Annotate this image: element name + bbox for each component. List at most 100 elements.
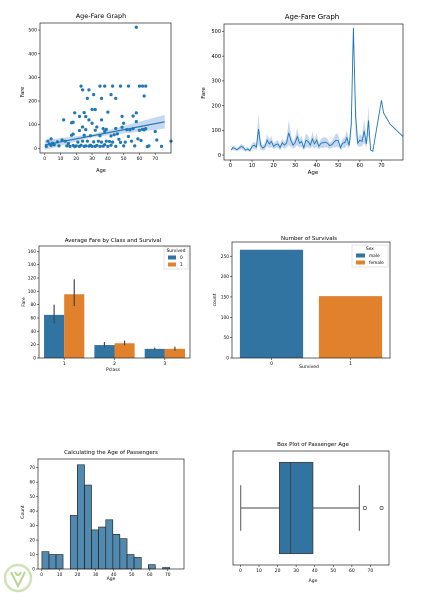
chart-2-plot: 0 10 20 30 40 50 60 70 0 100 200 300 400 500 (211, 23, 404, 169)
chart-1-point (153, 129, 157, 134)
chart-1-point (107, 139, 112, 144)
chart-1-point (82, 110, 86, 115)
chart-1-xtick-label: 10 (58, 156, 64, 162)
chart-1-point (142, 94, 146, 98)
chart-5-hist-bar (126, 554, 135, 570)
chart-1-point (65, 144, 69, 148)
chart-1-point (114, 144, 118, 148)
chart-4-legend-swatch-male (356, 253, 365, 258)
chart-1-xtick-label: 60 (137, 156, 143, 162)
chart-1-xtick-label: 50 (121, 156, 127, 162)
chart-4-ytick-label: 150 (221, 294, 229, 300)
chart-1-point (104, 139, 108, 143)
chart-2-title: Age-Fare Graph (285, 13, 339, 21)
chart-5-ytick-label: 50 (30, 494, 36, 500)
chart-1-point (118, 84, 123, 88)
chart-3-ytick-label: 120 (28, 276, 36, 282)
chart-4-number-of-survivals: Number of Survivals Survived count (212, 236, 337, 370)
chart-5-hist-bar (84, 484, 92, 570)
chart-5-xtick-label: 10 (57, 572, 63, 578)
chart-1-point (103, 84, 107, 88)
chart-1-point (134, 25, 138, 29)
chart-1-xtick-label: 20 (73, 156, 79, 162)
chart-3-ytick-label: 80 (31, 302, 37, 308)
chart-1-point (106, 144, 110, 148)
chart-4-ytick-label: 0 (226, 356, 229, 362)
chart-2-xtick-label: 20 (270, 163, 276, 169)
chart-3-bar-1-3 (164, 348, 185, 358)
chart-5-xtick-label: 30 (93, 572, 99, 578)
chart-5-xtick-label: 50 (129, 572, 135, 578)
chart-1-ylabel: Fare (20, 87, 26, 98)
chart-1-point (111, 84, 115, 88)
chart-1-point (49, 143, 53, 148)
chart-4-xtick-label: 0 (270, 361, 273, 367)
chart-2-xtick-label: 10 (249, 163, 255, 169)
chart-3-ytick-label: 140 (28, 262, 36, 268)
chart-1-point (60, 138, 64, 142)
chart-2-ytick-label: 0 (218, 153, 221, 159)
chart-3-plot: 1 2 3 0 20 40 60 80 100 120 140 160 (28, 245, 191, 367)
chart-5-hist-bar (69, 515, 78, 570)
chart-5-plot: 0 10 20 30 40 50 60 70 0 10 20 30 40 50 60 70 (30, 458, 185, 578)
chart-6-xtick-label: 40 (312, 568, 318, 574)
chart-6-xtick-label: 60 (349, 568, 355, 574)
chart-1-point (76, 140, 80, 144)
chart-2-ytick-label: 500 (211, 29, 221, 35)
chart-1-point (95, 125, 99, 129)
chart-1-point (79, 84, 83, 88)
chart-1-point (122, 144, 126, 148)
chart-1-point (115, 132, 119, 136)
chart-1-point (99, 96, 104, 100)
chart-5-age-histogram: Calculating the Age of Passengers Age Co… (20, 450, 158, 582)
chart-1-point (57, 144, 61, 148)
logo-leaf-mark (10, 571, 26, 589)
chart-1-point (136, 137, 140, 141)
chart-3-ylabel: Fare (21, 297, 27, 307)
chart-1-point (120, 125, 124, 129)
chart-2-ci-band (231, 27, 403, 153)
chart-1-point (144, 127, 148, 131)
chart-1-point (90, 121, 94, 125)
chart-5-xtick-label: 40 (111, 572, 117, 578)
chart-6-outlier (379, 506, 384, 510)
chart-2-ylabel: Fare (201, 87, 207, 99)
chart-3-ytick-label: 60 (31, 316, 37, 322)
chart-2-ytick-label: 300 (211, 79, 221, 85)
chart-1-point (134, 119, 138, 124)
chart-1-point (134, 111, 138, 115)
chart-1-point (137, 84, 142, 88)
chart-1-point (120, 114, 124, 118)
chart-5-xtick-label: 20 (75, 572, 81, 578)
chart-5-hist-bar (105, 519, 114, 570)
chart-4-bar-male (239, 249, 304, 358)
chart-3-legend-label-1: 1 (180, 262, 183, 268)
chart-3-xtick-label: 2 (113, 361, 116, 367)
chart-1-point (111, 140, 115, 144)
chart-2-xlabel: Age (308, 170, 319, 176)
chart-4-legend-label-male: male (369, 253, 380, 259)
chart-1-point (114, 96, 118, 100)
chart-1-point (73, 111, 77, 115)
chart-1-point (109, 93, 113, 97)
chart-1-xtick-label: 70 (152, 156, 158, 162)
chart-1-point (159, 144, 164, 148)
chart-5-ytick-label: 70 (30, 465, 36, 471)
chart-4-legend-label-female: female (369, 260, 384, 266)
chart-5-xtick-label: 70 (165, 572, 171, 578)
chart-5-hist-bar (76, 464, 85, 570)
chart-5-hist-bar (148, 564, 156, 570)
chart-4-ytick-label: 200 (221, 274, 229, 280)
chart-2-ytick-label: 100 (211, 128, 221, 134)
watermark-logo (3, 563, 33, 593)
chart-3-bar-1-2 (114, 343, 135, 358)
chart-5-hist-bar (112, 533, 121, 570)
chart-6-title: Box Plot of Passenger Age (277, 442, 349, 448)
chart-1-point (117, 137, 121, 141)
chart-1-point (123, 140, 127, 144)
chart-1-point (129, 139, 134, 143)
chart-1-point (139, 138, 143, 143)
chart-2-age-fare-line: Age-Fare Graph Age Fare (201, 13, 339, 176)
chart-5-hist-bar (119, 538, 128, 570)
chart-1-point (98, 144, 102, 148)
